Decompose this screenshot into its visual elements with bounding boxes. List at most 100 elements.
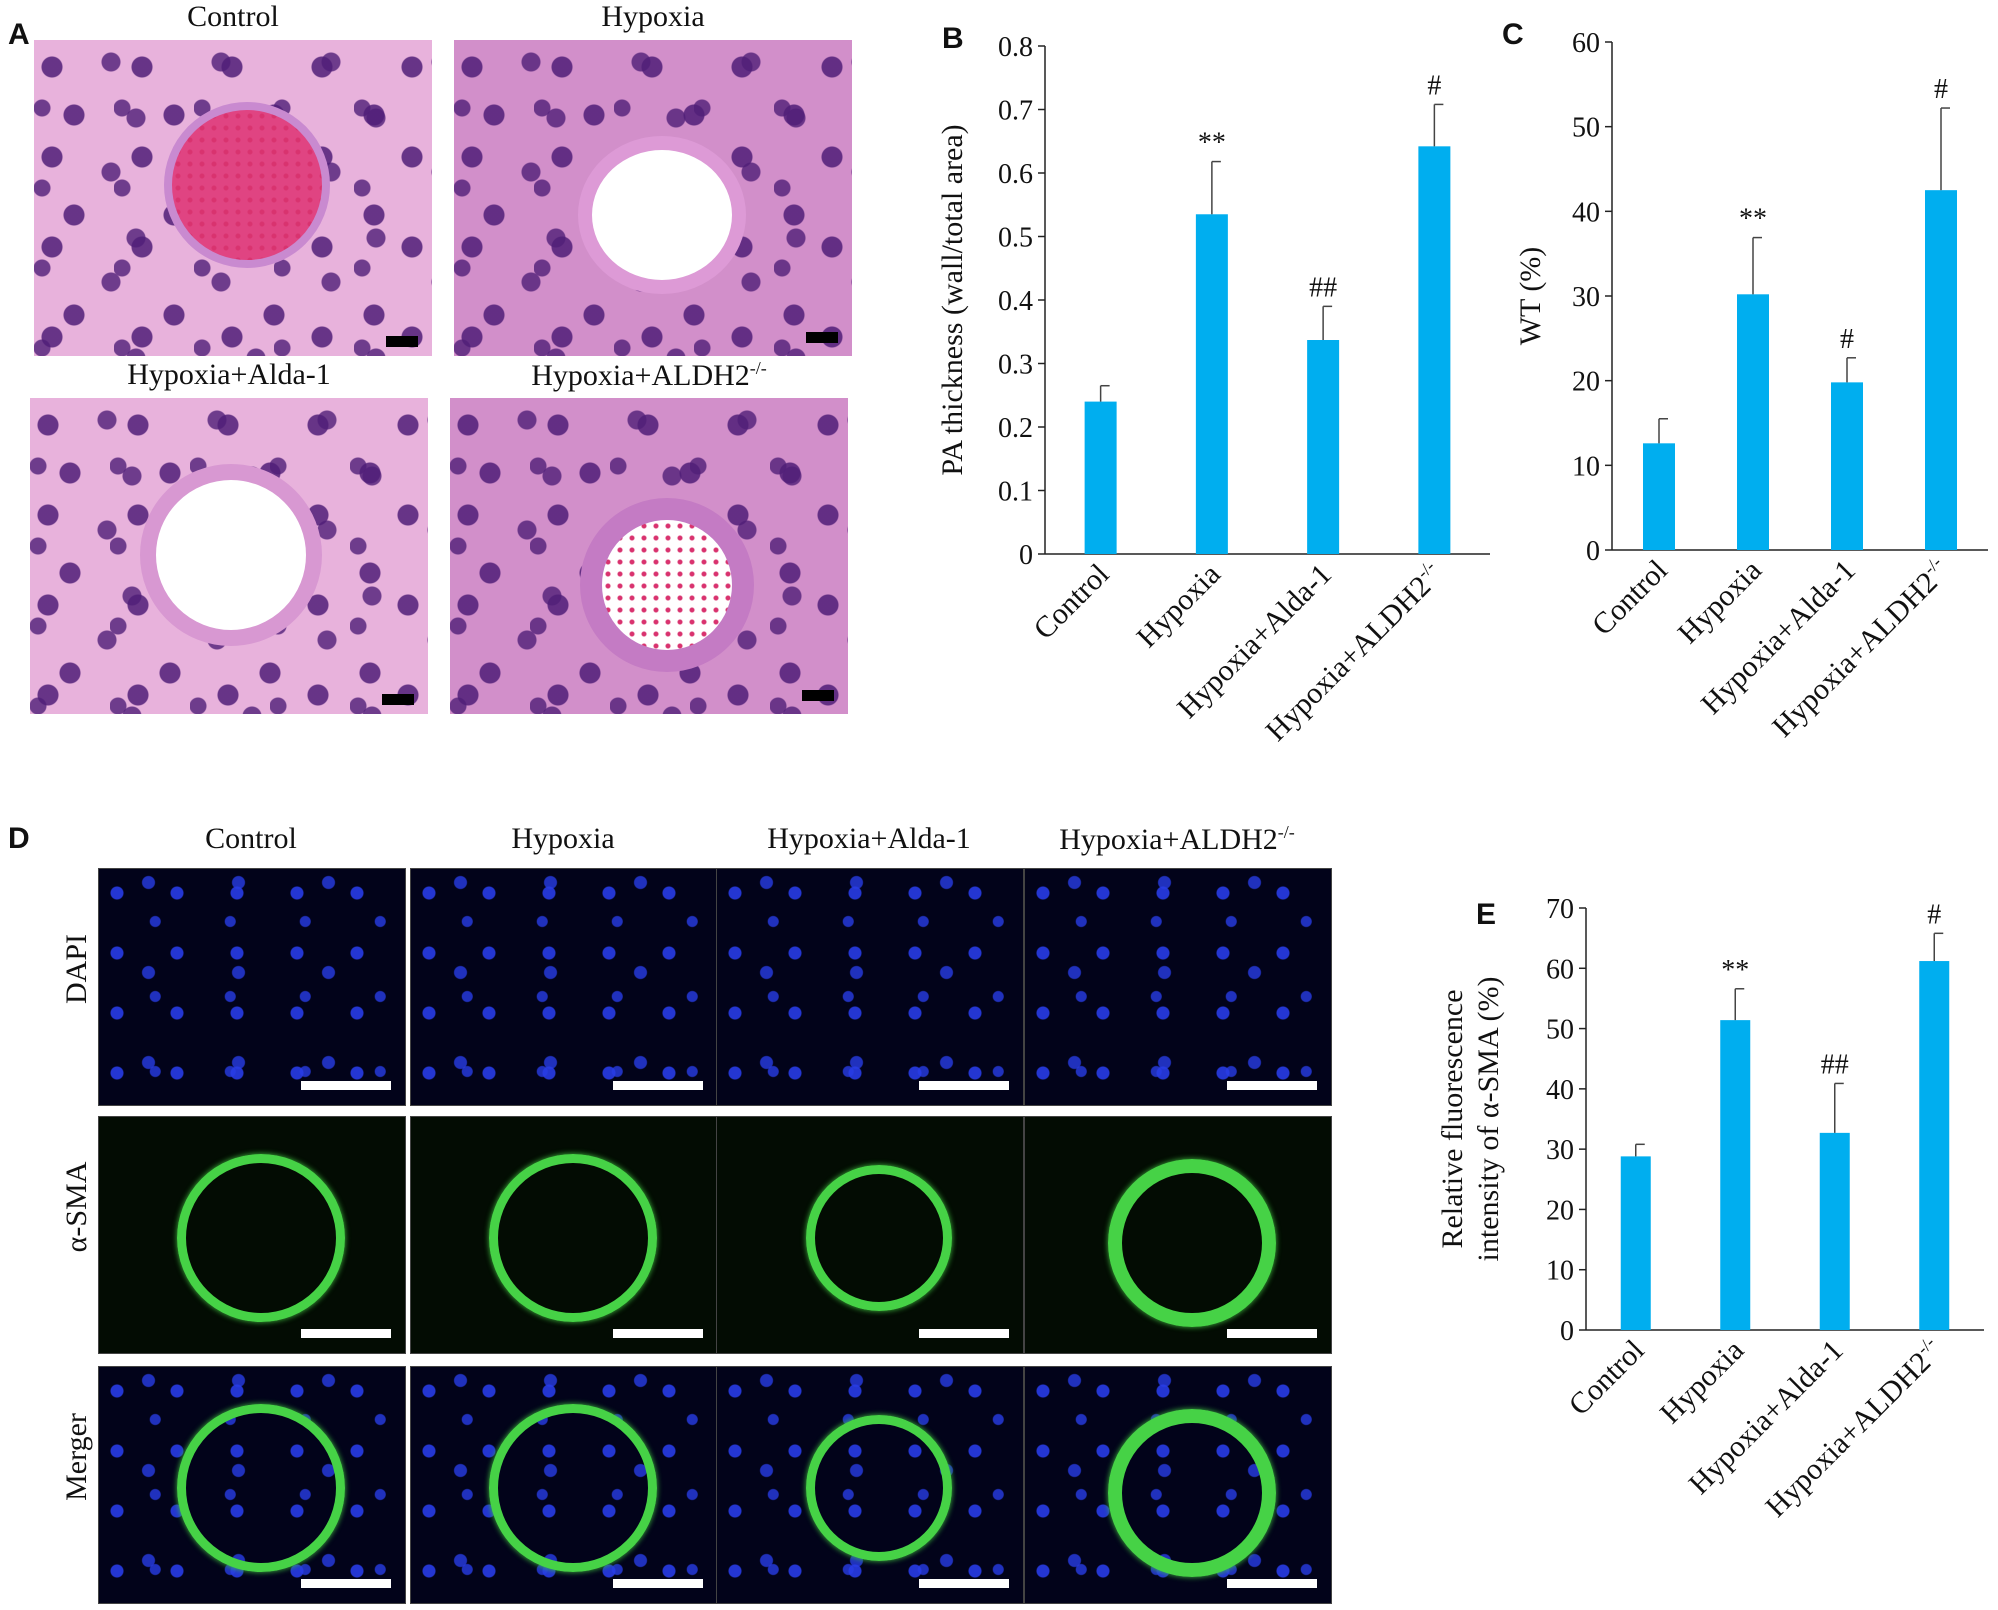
- vessel-ring: [1108, 1409, 1276, 1577]
- y-tick-label: 50: [1572, 113, 1600, 144]
- panel-d-header-hypoxia: Hypoxia: [511, 822, 615, 855]
- y-tick-label: 0.4: [998, 286, 1033, 317]
- bar: [1418, 146, 1451, 554]
- y-tick-label: 10: [1572, 451, 1600, 482]
- panel-a-caption-hypoxia: Hypoxia: [601, 0, 705, 33]
- x-tick-label: Hypoxia: [1654, 1334, 1750, 1430]
- y-tick-label: 0.2: [998, 413, 1033, 444]
- y-tick-label: 0.6: [998, 159, 1033, 190]
- x-tick-label: Hypoxia: [1672, 554, 1768, 650]
- bar: [1307, 340, 1340, 554]
- significance-label: **: [1721, 955, 1749, 986]
- scale-bar: [301, 1579, 391, 1588]
- y-axis-label: PA thickness (wall/total area): [936, 124, 969, 475]
- scale-bar: [802, 690, 834, 701]
- bar: [1925, 190, 1957, 550]
- significance-label: ##: [1821, 1049, 1849, 1080]
- panel-label-d: D: [8, 822, 30, 855]
- panel-label-a: A: [8, 18, 30, 51]
- vessel-ring: [1108, 1159, 1276, 1327]
- scale-bar: [301, 1329, 391, 1338]
- panel-d-header-control: Control: [205, 822, 297, 855]
- scale-bar: [919, 1329, 1009, 1338]
- y-axis-label: intensity of α-SMA (%): [1472, 977, 1505, 1262]
- scale-bar: [919, 1579, 1009, 1588]
- he-image-alda1: [30, 398, 428, 714]
- y-tick-label: 40: [1572, 197, 1600, 228]
- x-tick-label: Hypoxia+ALDH2-/-: [1765, 552, 1956, 743]
- vessel-ring: [806, 1165, 952, 1311]
- merger-image: [1024, 1366, 1332, 1604]
- x-tick-label: Control: [1563, 1334, 1651, 1422]
- asma-image: [1024, 1116, 1332, 1354]
- panel-label-c: C: [1502, 18, 1524, 51]
- merger-image: [98, 1366, 406, 1604]
- scale-bar: [613, 1329, 703, 1338]
- y-tick-label: 30: [1546, 1135, 1574, 1166]
- scale-bar: [1227, 1081, 1317, 1090]
- dapi-image: [98, 868, 406, 1106]
- scale-bar: [1227, 1329, 1317, 1338]
- bar: [1737, 294, 1769, 550]
- merger-image: [716, 1366, 1024, 1604]
- panel-label-b: B: [942, 22, 964, 55]
- y-tick-label: 40: [1546, 1075, 1574, 1106]
- scale-bar: [386, 336, 418, 347]
- vessel-ring: [489, 1404, 657, 1572]
- vessel-ring: [489, 1154, 657, 1322]
- scale-bar: [613, 1081, 703, 1090]
- bar: [1643, 443, 1675, 550]
- y-tick-label: 0.3: [998, 350, 1033, 381]
- dapi-image: [1024, 868, 1332, 1106]
- vessel-ring: [177, 1154, 345, 1322]
- panel-d-header-alda1: Hypoxia+Alda-1: [767, 822, 971, 855]
- y-tick-label: 0: [1019, 540, 1033, 571]
- significance-label: #: [1934, 74, 1948, 105]
- bar: [1620, 1156, 1651, 1330]
- x-tick-label: Control: [1027, 558, 1115, 646]
- panel-a-caption-control: Control: [187, 0, 279, 33]
- dapi-image: [716, 868, 1024, 1106]
- panel-label-e: E: [1476, 898, 1497, 931]
- y-tick-label: 0.8: [998, 32, 1033, 63]
- significance-label: #: [1927, 899, 1941, 930]
- y-tick-label: 30: [1572, 282, 1600, 313]
- vessel-ring: [177, 1404, 345, 1572]
- scale-bar: [301, 1081, 391, 1090]
- vessel-ring: [806, 1415, 952, 1561]
- panel-a-caption-aldh2: Hypoxia+ALDH2-/-: [531, 358, 767, 392]
- dapi-image: [410, 868, 718, 1106]
- scale-bar: [382, 694, 414, 705]
- y-tick-label: 20: [1572, 367, 1600, 398]
- scale-bar: [613, 1579, 703, 1588]
- significance-label: **: [1739, 204, 1767, 235]
- row-label-asma: α-SMA: [60, 1161, 93, 1253]
- y-tick-label: 60: [1572, 28, 1600, 59]
- bar: [1084, 401, 1117, 554]
- y-tick-label: 0.7: [998, 96, 1033, 127]
- panel-d-header-aldh2: Hypoxia+ALDH2-/-: [1059, 822, 1295, 856]
- y-tick-label: 70: [1546, 894, 1574, 925]
- significance-label: ##: [1309, 272, 1337, 303]
- y-tick-label: 60: [1546, 954, 1574, 985]
- he-image-aldh2: [450, 398, 848, 714]
- row-label-merger: Merger: [60, 1413, 93, 1501]
- x-tick-label: Hypoxia+ALDH2-/-: [1758, 1332, 1949, 1523]
- y-tick-label: 0: [1586, 536, 1600, 567]
- bar: [1720, 1020, 1751, 1330]
- y-axis-label: WT (%): [1514, 247, 1547, 346]
- significance-label: #: [1840, 324, 1854, 355]
- y-tick-label: 0.5: [998, 223, 1033, 254]
- bar: [1195, 214, 1228, 554]
- y-tick-label: 0.1: [998, 477, 1033, 508]
- y-tick-label: 10: [1546, 1256, 1574, 1287]
- y-axis-label: Relative fluorescence: [1436, 989, 1469, 1248]
- chart-e: 0 10 20 30 40 50 60 70 Relative fluorescence inte…: [1436, 894, 1984, 1524]
- asma-image: [410, 1116, 718, 1354]
- scale-bar: [806, 332, 838, 343]
- significance-label: **: [1198, 128, 1226, 159]
- y-tick-label: 20: [1546, 1195, 1574, 1226]
- bar: [1919, 961, 1950, 1330]
- y-tick-label: 0: [1560, 1316, 1574, 1347]
